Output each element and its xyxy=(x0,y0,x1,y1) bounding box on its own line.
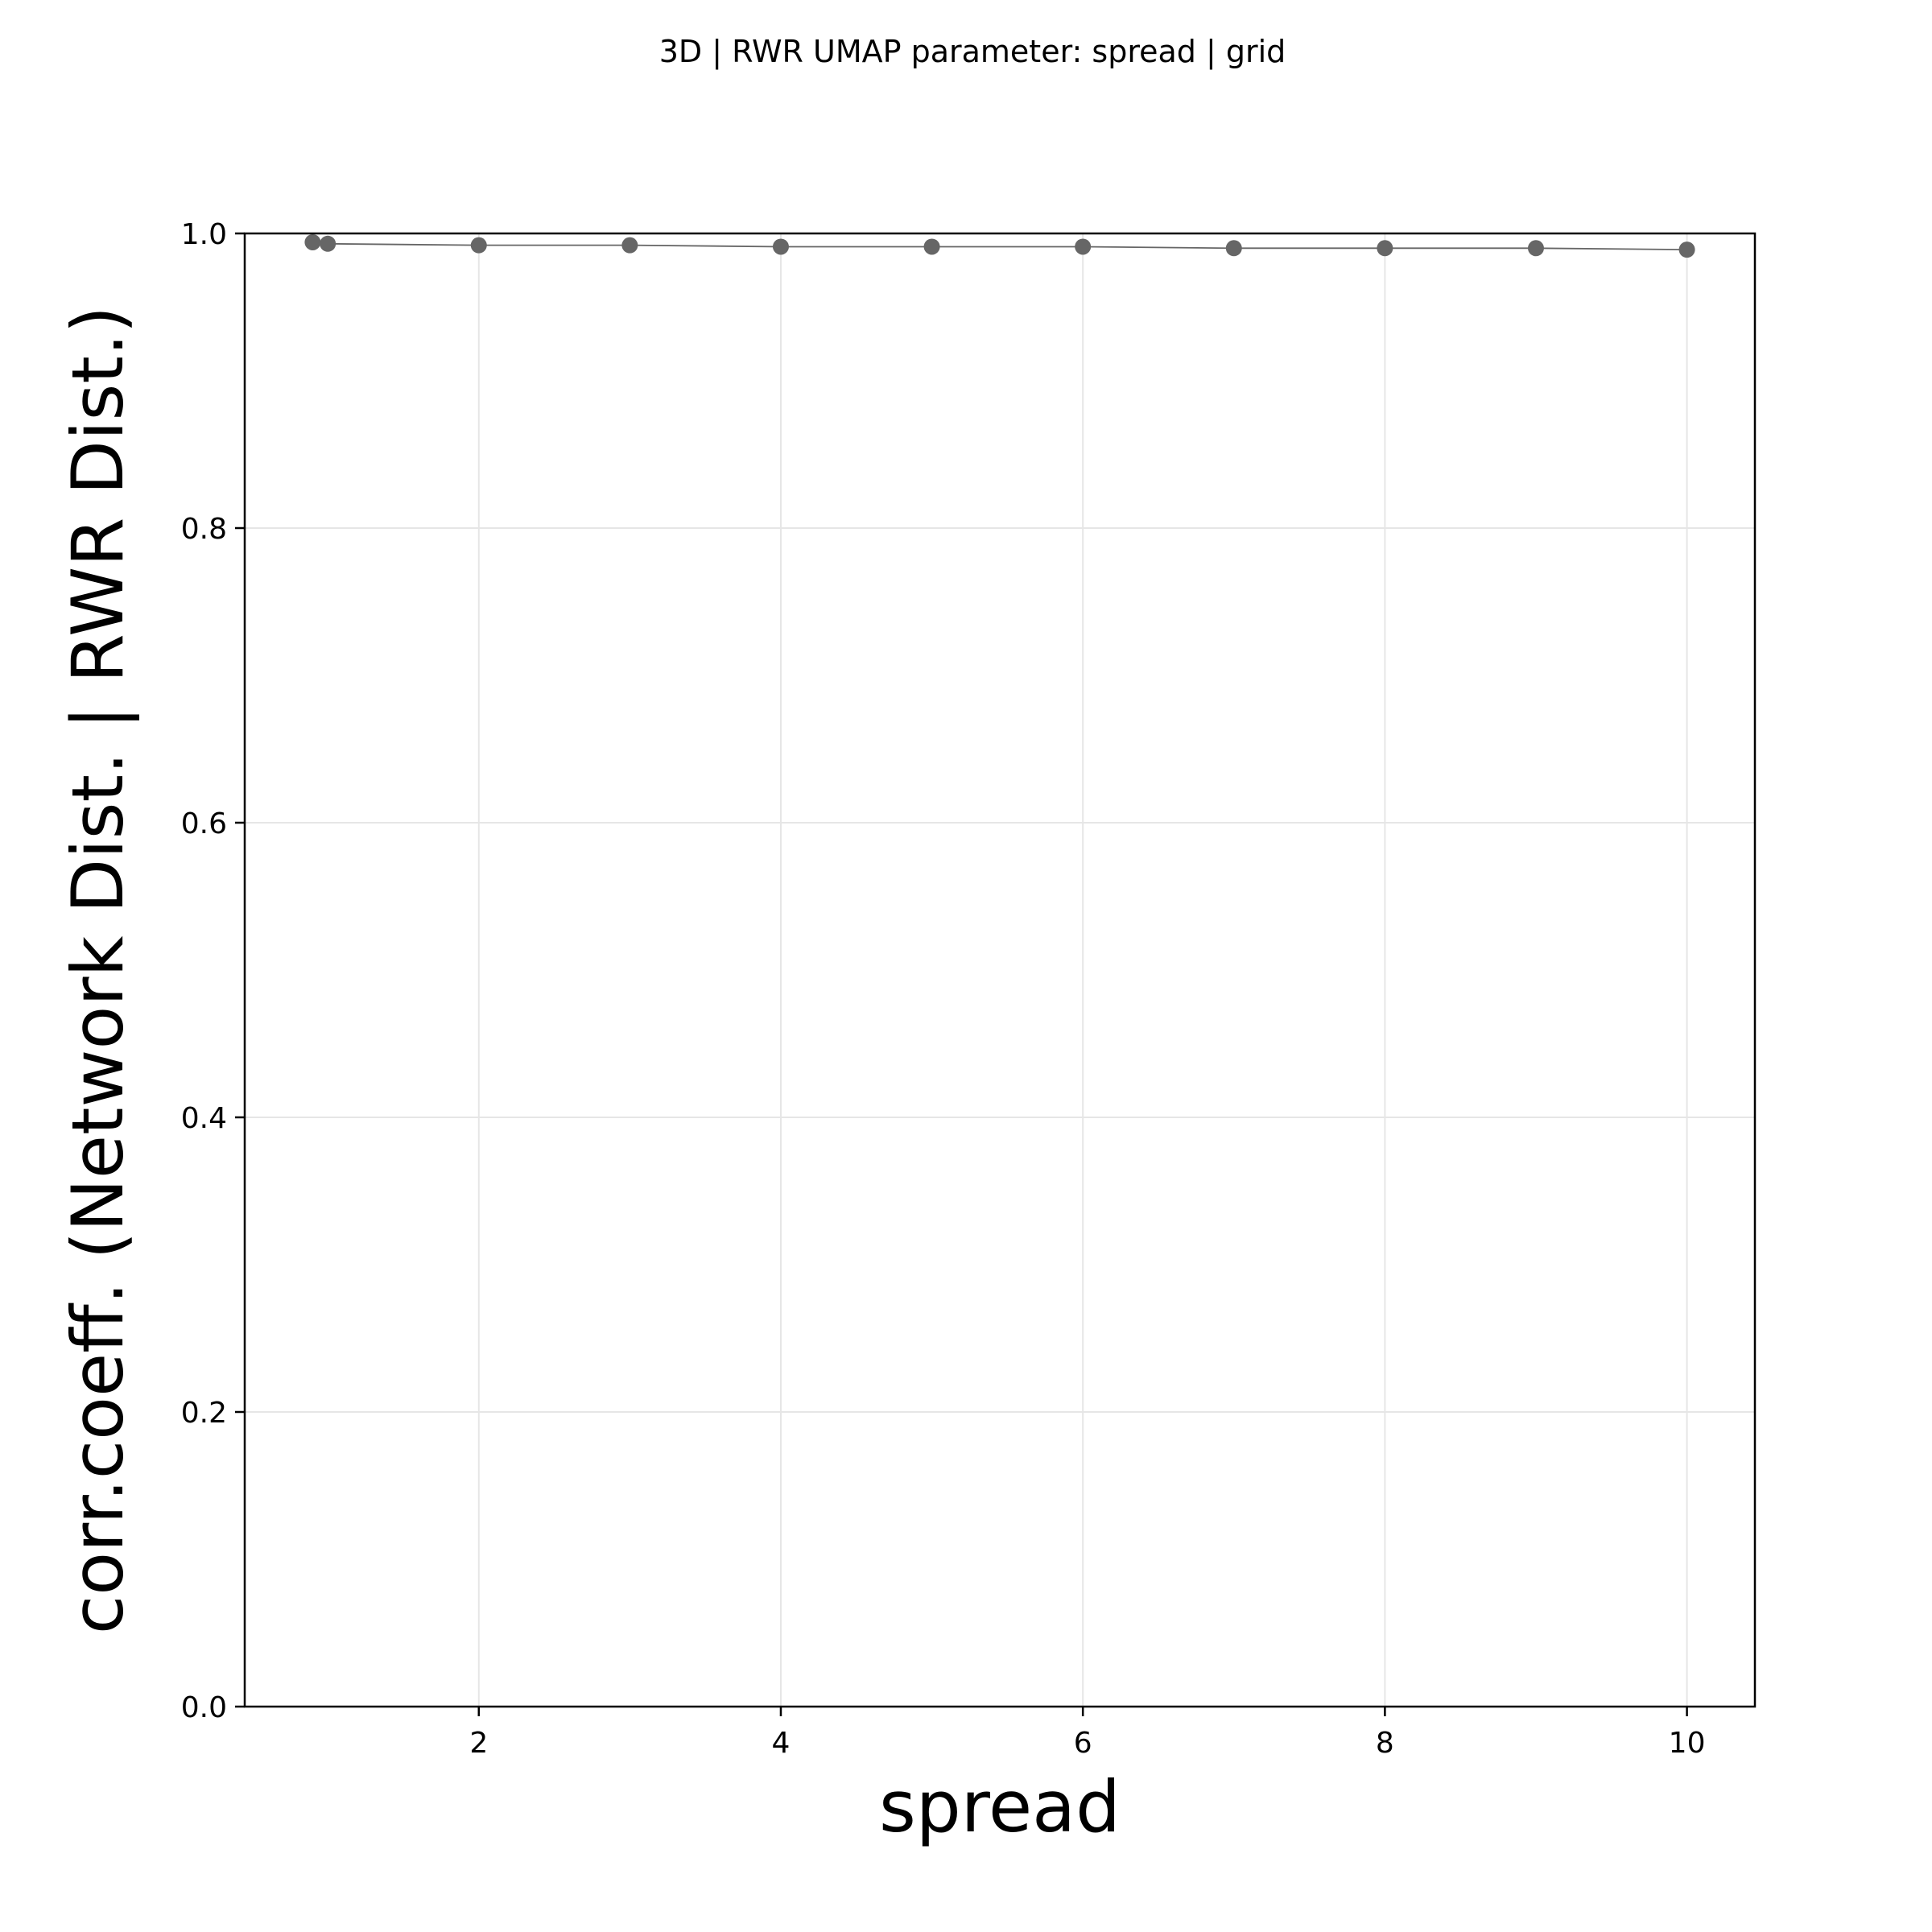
y-tick-label: 1.0 xyxy=(181,218,227,251)
grid-lines xyxy=(245,233,1755,1707)
data-point xyxy=(1527,240,1544,257)
data-point xyxy=(1225,240,1242,257)
data-point xyxy=(320,235,336,252)
data-point xyxy=(772,238,789,255)
series-group xyxy=(304,233,1695,258)
data-point xyxy=(470,237,487,254)
x-tick-label: 6 xyxy=(1074,1727,1092,1760)
y-tick-label: 0.8 xyxy=(181,513,227,546)
x-tick-label: 4 xyxy=(772,1727,791,1760)
x-tick-label: 10 xyxy=(1669,1727,1706,1760)
data-point xyxy=(621,237,638,254)
y-axis-label: corr.coeff. (Network Dist. | RWR Dist.) xyxy=(56,306,140,1634)
y-axis-ticks: 0.0 0.2 0.4 0.6 0.8 1.0 xyxy=(181,218,245,1724)
y-tick-label: 0.4 xyxy=(181,1102,227,1135)
x-axis-label: spread xyxy=(879,1765,1121,1848)
plot-frame xyxy=(243,232,1757,1708)
data-point xyxy=(304,233,321,250)
y-tick-label: 0.6 xyxy=(181,807,227,840)
x-axis-ticks: 2 4 6 8 10 xyxy=(469,1707,1705,1760)
data-point xyxy=(1678,242,1695,258)
y-tick-label: 0.0 xyxy=(181,1691,227,1724)
chart-title: 3D | RWR UMAP parameter: spread | grid xyxy=(659,34,1286,70)
data-point xyxy=(923,238,940,255)
data-point xyxy=(1377,240,1393,257)
x-tick-label: 2 xyxy=(469,1727,488,1760)
y-tick-label: 0.2 xyxy=(181,1397,227,1430)
data-point xyxy=(1075,238,1092,255)
series-line xyxy=(312,242,1687,251)
x-tick-label: 8 xyxy=(1376,1727,1394,1760)
